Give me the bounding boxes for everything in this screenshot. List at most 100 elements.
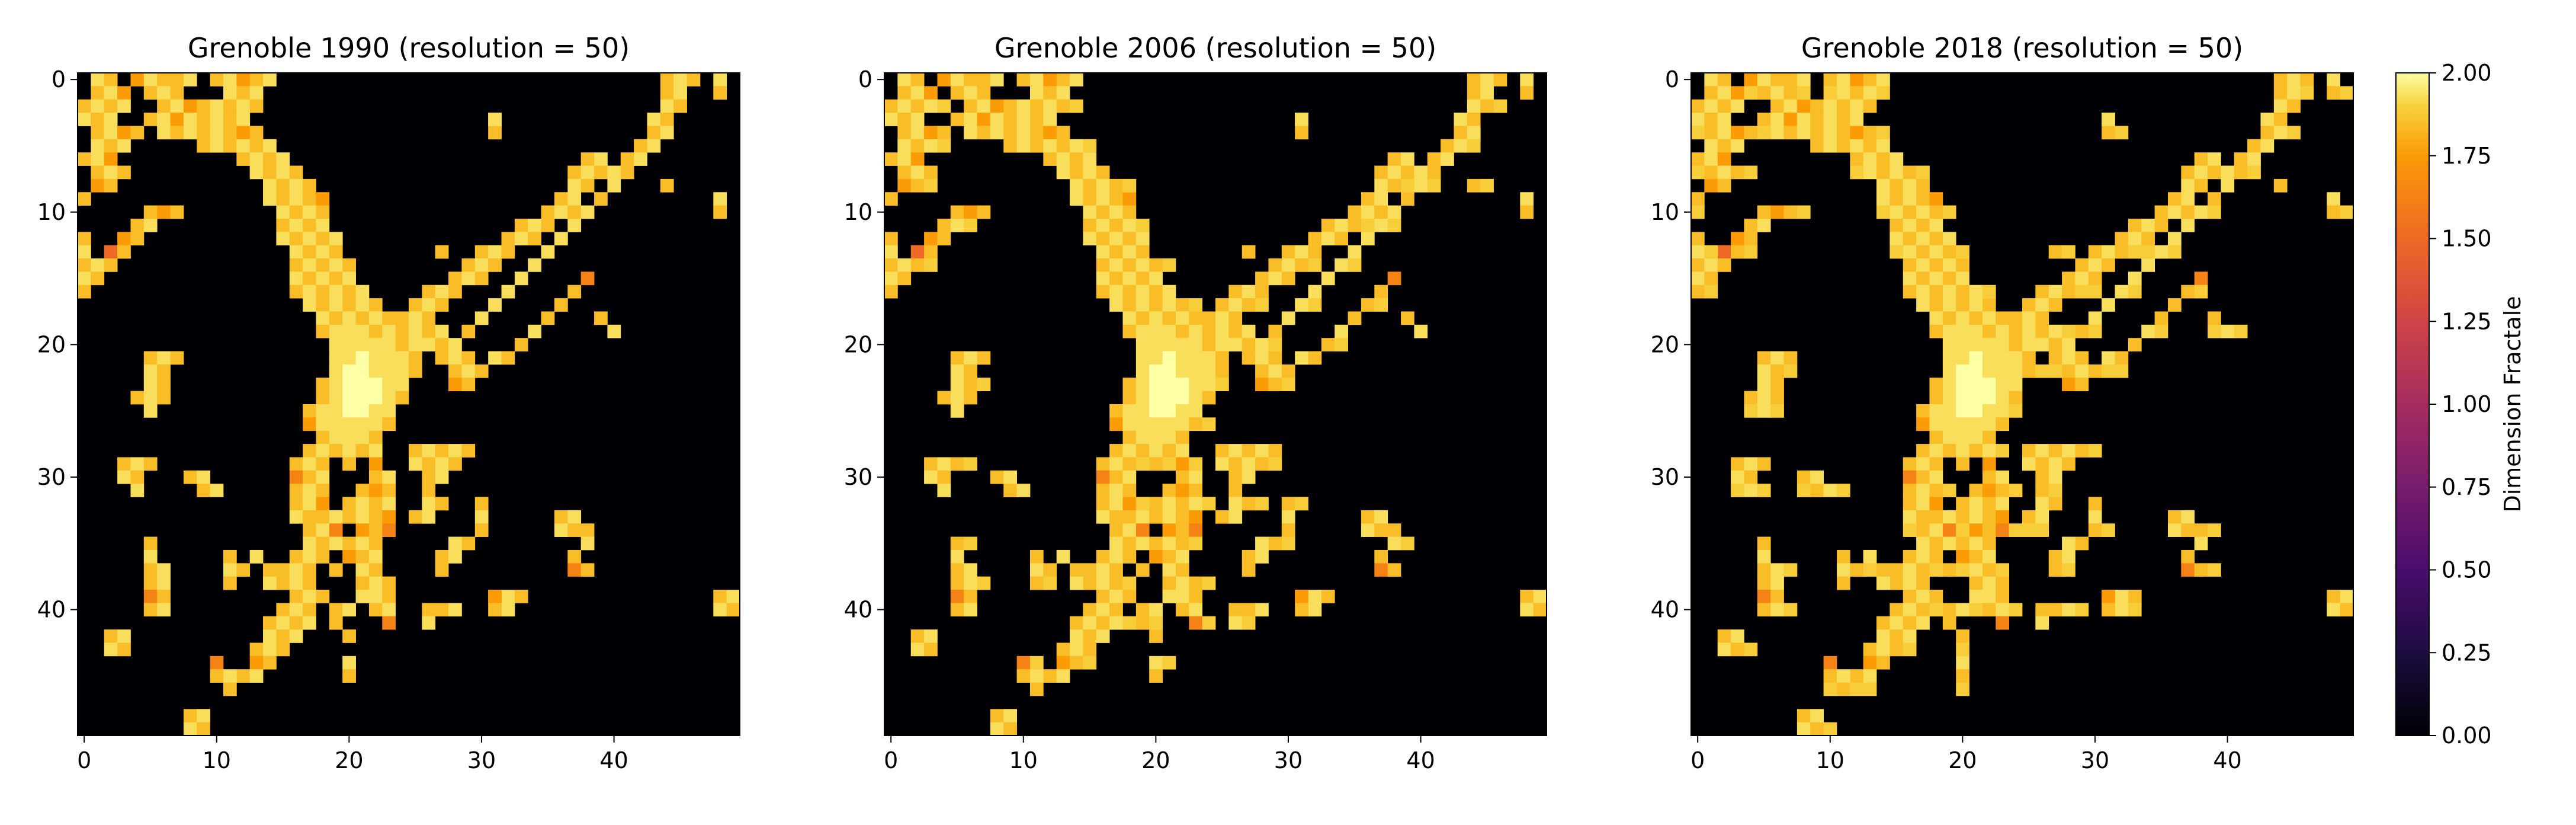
heatmap-cell	[1295, 245, 1308, 259]
y-tick-label: 30	[37, 464, 66, 490]
heatmap-cell	[1942, 205, 1956, 219]
heatmap-cell	[2273, 99, 2288, 113]
heatmap-cell	[1916, 205, 1930, 219]
heatmap-cell	[1162, 324, 1176, 338]
heatmap-cell	[1228, 470, 1243, 484]
heatmap-cell	[368, 311, 383, 325]
heatmap-cell	[1704, 165, 1718, 180]
heatmap-cell	[1228, 298, 1243, 312]
heatmap-cell	[2048, 324, 2062, 338]
x-axis-2006: 0 10 20 30 40	[884, 736, 1435, 773]
heatmap-cell	[1982, 510, 1996, 524]
heatmap-cell	[1467, 86, 1481, 100]
heatmap-cell	[1996, 523, 2010, 537]
heatmap-cell	[2062, 536, 2075, 551]
heatmap-cell	[1717, 629, 1731, 643]
heatmap-cell	[2088, 271, 2102, 286]
heatmap-cell	[950, 378, 964, 392]
heatmap-cell	[1467, 126, 1481, 140]
heatmap-cell	[1916, 523, 1930, 537]
heatmap-cell	[1056, 99, 1070, 113]
heatmap-cell	[1757, 218, 1771, 232]
heatmap-cell	[1149, 669, 1163, 683]
heatmap-cell	[554, 192, 568, 206]
heatmap-cell	[2128, 284, 2142, 299]
heatmap-cell	[1942, 232, 1956, 246]
heatmap-cell	[316, 430, 330, 445]
heatmap-cell	[1810, 126, 1824, 140]
x-tick-label: 10	[1009, 747, 1038, 773]
heatmap-cell	[950, 364, 964, 378]
heatmap-cell	[2009, 378, 2023, 392]
heatmap-cell	[1691, 258, 1705, 272]
heatmap-cell	[884, 245, 898, 259]
heatmap-cell	[1109, 497, 1123, 511]
heatmap-cell	[223, 86, 237, 100]
heatmap-cell	[395, 324, 409, 338]
heatmap-cell	[1969, 351, 1983, 365]
heatmap-cell	[1255, 378, 1269, 392]
heatmap-cell	[2181, 563, 2195, 577]
heatmap-cell	[910, 629, 925, 643]
colorbar-tick-label: 0.00	[2442, 722, 2492, 749]
heatmap-cell	[2035, 510, 2049, 524]
heatmap-cell	[964, 205, 977, 219]
heatmap-cell	[1942, 378, 1956, 392]
heatmap-cell	[223, 682, 237, 696]
heatmap-cell	[1836, 113, 1850, 126]
heatmap-cell	[303, 284, 316, 299]
heatmap-cell	[1454, 139, 1468, 153]
heatmap-cell	[1056, 669, 1070, 683]
heatmap-cell	[1929, 590, 1943, 603]
heatmap-cell	[1969, 590, 1983, 603]
heatmap-cell	[409, 510, 422, 524]
heatmap-cell	[1850, 669, 1864, 683]
heatmap-cell	[236, 669, 251, 683]
heatmap-cell	[660, 113, 674, 126]
heatmap-cell	[1942, 284, 1956, 299]
heatmap-cell	[1916, 178, 1930, 193]
heatmap-cell	[1520, 603, 1534, 617]
heatmap-cell	[1122, 510, 1137, 524]
heatmap-cell	[1903, 284, 1917, 299]
heatmap-cell	[1189, 378, 1203, 392]
heatmap-cell	[2022, 510, 2036, 524]
heatmap-cell	[2075, 324, 2089, 338]
heatmap-cell	[342, 284, 356, 299]
heatmap-cell	[2115, 232, 2129, 246]
heatmap-cell	[2048, 563, 2062, 577]
heatmap-cell	[342, 404, 356, 418]
heatmap-cell	[1109, 576, 1123, 590]
heatmap-cell	[1056, 642, 1070, 657]
heatmap-cell	[1348, 218, 1362, 232]
heatmap-cell	[223, 73, 237, 87]
heatmap-cell	[541, 311, 555, 325]
heatmap-cell	[104, 642, 118, 657]
heatmap-cell	[1202, 576, 1216, 590]
heatmap-cell	[2009, 364, 2023, 378]
heatmap-cell	[316, 417, 330, 431]
heatmap-cell	[303, 549, 316, 564]
heatmap-cell	[2181, 549, 2195, 564]
heatmap-cell	[1942, 298, 1956, 312]
heatmap-cell	[1704, 139, 1718, 153]
heatmap-cell	[580, 563, 595, 577]
heatmap-cell	[1863, 73, 1877, 87]
heatmap-cell	[2088, 324, 2102, 338]
heatmap-cell	[316, 192, 330, 206]
heatmap-cell	[368, 523, 383, 537]
x-tick-label: 0	[1690, 747, 1705, 773]
heatmap-cell	[104, 258, 118, 272]
x-axis-2018: 0 10 20 30 40	[1690, 736, 2242, 773]
heatmap-cell	[130, 126, 145, 140]
heatmap-cell	[2102, 113, 2115, 126]
heatmap-cell	[567, 549, 582, 564]
heatmap-cell	[2009, 484, 2023, 497]
heatmap-cell	[1929, 510, 1943, 524]
heatmap-cell	[2048, 298, 2062, 312]
heatmap-cell	[1096, 510, 1110, 524]
heatmap-cell	[2260, 126, 2275, 140]
heatmap-cell	[422, 470, 436, 484]
heatmap-cell	[1956, 404, 1969, 418]
heatmap-cell	[1029, 73, 1044, 87]
